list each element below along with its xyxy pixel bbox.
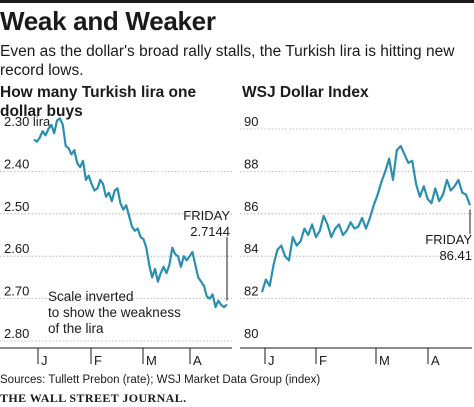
wsj-brand: THE WALL STREET JOURNAL.: [0, 391, 187, 405]
y-tick-label: 88: [244, 156, 258, 171]
y-tick-label: 2.40: [4, 156, 29, 171]
dollar-chart-title: WSJ Dollar Index: [242, 84, 369, 101]
scale-note-line: of the lira: [48, 321, 104, 336]
lira-chart-title: How many Turkish lira one dollar buys: [0, 84, 197, 120]
sources-note: Sources: Tullett Prebon (rate); WSJ Mark…: [0, 374, 321, 386]
page-subtitle: Even as the dollar's broad rally stalls,…: [0, 43, 455, 79]
friday-value: 2.7144: [190, 224, 230, 239]
y-tick-label: 2.50: [4, 199, 29, 214]
x-tick-label: F: [319, 353, 327, 368]
y-tick-label: 84: [244, 241, 258, 256]
x-tick-label: M: [379, 353, 390, 368]
scale-note-line: Scale inverted: [48, 289, 134, 304]
series-line: [260, 144, 472, 293]
x-tick-label: A: [431, 353, 440, 368]
y-tick-label: 2.60: [4, 241, 29, 256]
y-tick-label: 80: [244, 326, 258, 341]
friday-label: FRIDAY: [183, 208, 230, 223]
series-line: [33, 117, 228, 309]
y-tick-label: 2.70: [4, 284, 29, 299]
friday-value: 86.41: [439, 248, 472, 263]
x-tick-label: A: [193, 353, 202, 368]
page-title: Weak and Weaker: [0, 6, 216, 36]
top-rule: [0, 0, 474, 3]
y-tick-label: 86: [244, 199, 258, 214]
scale-note: Scale inverted to show the weakness of the…: [48, 289, 181, 336]
y-tick-label: 82: [244, 284, 258, 299]
y-tick-label: 90: [244, 114, 258, 129]
x-tick-label: J: [41, 353, 48, 368]
scale-note-line: to show the weakness: [48, 305, 181, 320]
x-tick-label: J: [268, 353, 275, 368]
x-tick-label: F: [94, 353, 102, 368]
y-tick-label: 2.30 lira: [4, 114, 51, 129]
y-tick-label: 2.80: [4, 326, 29, 341]
friday-label: FRIDAY: [425, 232, 472, 247]
x-tick-label: M: [146, 353, 157, 368]
